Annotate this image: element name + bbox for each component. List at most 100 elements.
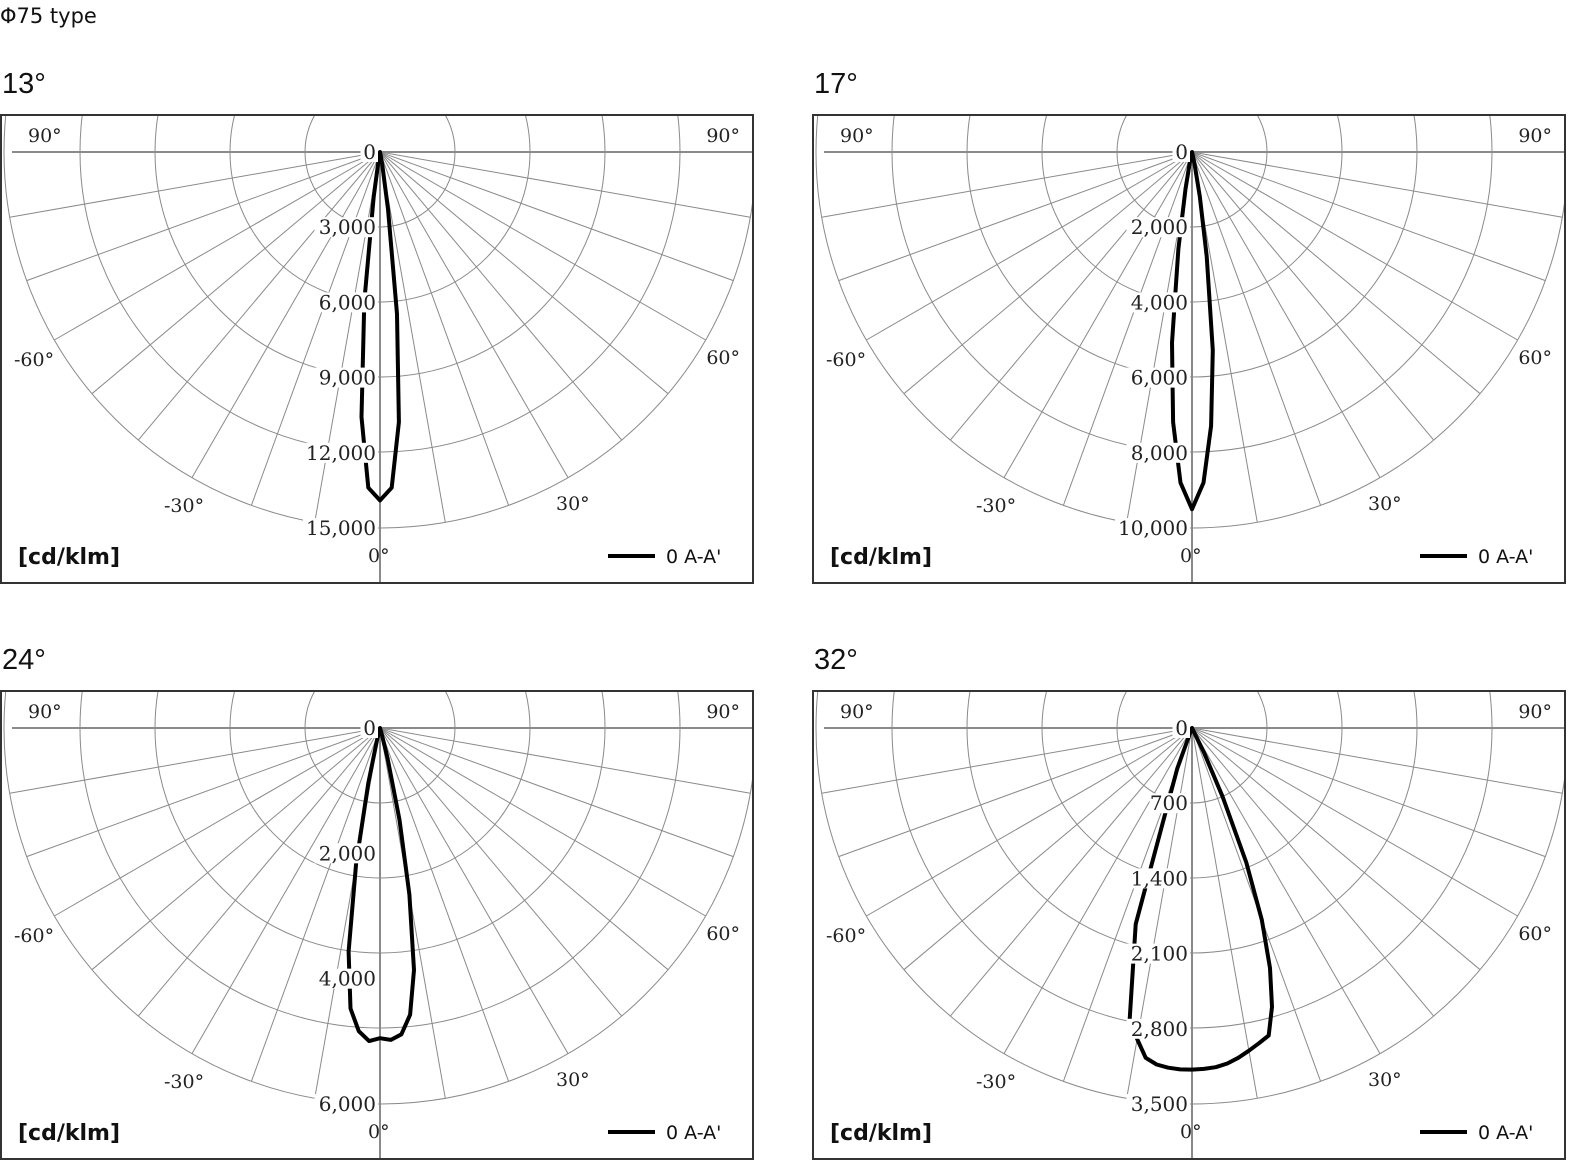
grid-ray bbox=[379, 151, 751, 218]
grid-ray bbox=[1191, 151, 1435, 441]
tick-label-bg bbox=[1126, 943, 1190, 964]
grid-ray bbox=[379, 727, 751, 794]
grid-ray bbox=[137, 727, 381, 1017]
grid-ray bbox=[1191, 151, 1563, 218]
radial-tick-label: 3,000 bbox=[319, 215, 376, 239]
angle-label: 60° bbox=[1518, 347, 1552, 369]
grid-ray bbox=[9, 727, 381, 794]
tick-label-bg bbox=[1115, 518, 1190, 538]
tick-label-bg bbox=[314, 1094, 378, 1114]
legend-label: 0 A-A' bbox=[1478, 1122, 1533, 1144]
polar-grid: 0 2,000 4,000 6,000 8,000 10,000 bbox=[815, 115, 1565, 583]
radial-tick-label: 2,100 bbox=[1131, 942, 1188, 966]
angle-label: 0° bbox=[368, 1121, 390, 1143]
grid-ray bbox=[821, 151, 1193, 218]
radial-tick-label: 1,400 bbox=[1131, 866, 1188, 890]
grid-ray bbox=[54, 151, 381, 341]
grid-ray bbox=[1191, 727, 1381, 1054]
radial-tick-label: 6,000 bbox=[319, 1092, 376, 1116]
polar-plot: 0 700 1,400 2,100 2,800 3,500 90° 90° -60° 60° -30… bbox=[812, 690, 1566, 1160]
angle-label: 30° bbox=[1368, 493, 1402, 515]
polar-grid: 0 700 1,400 2,100 2,800 3,500 bbox=[815, 691, 1565, 1159]
grid-ray bbox=[379, 727, 669, 971]
grid-ray bbox=[26, 727, 381, 858]
beam-angle-title: 32° bbox=[814, 644, 858, 676]
angle-label: -30° bbox=[976, 1071, 1016, 1093]
grid-ray bbox=[1191, 151, 1546, 282]
grid-ray bbox=[379, 727, 569, 1054]
grid-ray bbox=[1003, 151, 1193, 478]
grid-ray bbox=[838, 727, 1193, 858]
radial-tick-label: 0 bbox=[1175, 716, 1188, 740]
grid-ray bbox=[91, 727, 381, 971]
beam-angle-title: 24° bbox=[2, 644, 46, 676]
polar-grid: 0 3,000 6,000 9,000 12,000 15,000 bbox=[3, 115, 753, 583]
grid-ray bbox=[314, 151, 381, 523]
grid-ray bbox=[137, 151, 381, 441]
grid-ray bbox=[250, 727, 381, 1082]
polar-plot: 0 2,000 4,000 6,000 8,000 10,000 90° 90° -60° 60°… bbox=[812, 114, 1566, 584]
grid-ray bbox=[1003, 727, 1193, 1054]
angle-label: 60° bbox=[1518, 923, 1552, 945]
angle-label: 30° bbox=[1368, 1069, 1402, 1091]
unit-label: [cd/klm] bbox=[18, 545, 120, 570]
grid-ray bbox=[1191, 727, 1481, 971]
radial-tick-label: 4,000 bbox=[1131, 290, 1188, 314]
tick-label-bg bbox=[360, 718, 378, 738]
angle-label: 60° bbox=[706, 347, 740, 369]
polar-chart-panel: 13° 0 3,000 6,000 9,000 12,000 15,000 90° 90° -60… bbox=[0, 68, 756, 588]
radial-tick-label: 4,000 bbox=[319, 967, 376, 991]
grid-ray bbox=[379, 727, 510, 1082]
tick-label-bg bbox=[1149, 793, 1190, 814]
tick-label-bg bbox=[1126, 367, 1190, 388]
radial-tick-label: 15,000 bbox=[306, 516, 376, 540]
page-title: Φ75 type bbox=[0, 4, 97, 28]
grid-ray bbox=[1191, 151, 1481, 395]
grid-ray bbox=[949, 151, 1193, 441]
grid-ray bbox=[379, 727, 623, 1017]
radial-tick-label: 0 bbox=[363, 140, 376, 164]
legend-label: 0 A-A' bbox=[666, 1122, 721, 1144]
radial-tick-label: 3,500 bbox=[1131, 1092, 1188, 1116]
grid-ray bbox=[903, 727, 1193, 971]
polar-chart-panel: 17° 0 2,000 4,000 6,000 8,000 10,000 90° 90° -60°… bbox=[812, 68, 1568, 588]
radial-tick-label: 700 bbox=[1150, 791, 1188, 815]
beam-angle-title: 17° bbox=[814, 68, 858, 100]
tick-label-bg bbox=[314, 217, 378, 238]
grid-ray bbox=[1191, 727, 1435, 1017]
angle-label: 90° bbox=[28, 701, 62, 723]
grid-ray bbox=[191, 727, 381, 1054]
tick-label-bg bbox=[360, 142, 378, 162]
grid-ray bbox=[379, 727, 446, 1099]
grid-ray bbox=[1191, 727, 1546, 858]
angle-label: -30° bbox=[164, 495, 204, 517]
polar-grid: 0 2,000 4,000 6,000 bbox=[3, 691, 753, 1159]
angle-label: 90° bbox=[1518, 125, 1552, 147]
radial-tick-label: 8,000 bbox=[1131, 441, 1188, 465]
polar-plot: 0 3,000 6,000 9,000 12,000 15,000 90° 90° -60° 60… bbox=[0, 114, 754, 584]
angle-label: 90° bbox=[1518, 701, 1552, 723]
grid-ray bbox=[26, 151, 381, 282]
grid-ray bbox=[1191, 727, 1258, 1099]
angle-label: 0° bbox=[368, 545, 390, 567]
angle-label: 90° bbox=[840, 125, 874, 147]
tick-label-bg bbox=[1126, 1094, 1190, 1114]
polar-plot: 0 2,000 4,000 6,000 90° 90° -60° 60° -30° 30° 0° [c… bbox=[0, 690, 754, 1160]
grid-ray bbox=[379, 151, 623, 441]
grid-ray bbox=[191, 151, 381, 478]
radial-tick-label: 9,000 bbox=[319, 366, 376, 390]
tick-label-bg bbox=[1126, 442, 1190, 463]
grid-ray bbox=[91, 151, 381, 395]
tick-label-bg bbox=[314, 843, 378, 864]
radial-tick-label: 6,000 bbox=[1131, 366, 1188, 390]
tick-label-bg bbox=[1126, 292, 1190, 313]
radial-tick-label: 0 bbox=[363, 716, 376, 740]
chart-frame bbox=[0, 690, 754, 1160]
tick-label-bg bbox=[303, 518, 378, 538]
angle-label: 30° bbox=[556, 493, 590, 515]
legend-label: 0 A-A' bbox=[1478, 546, 1533, 568]
intensity-curve bbox=[346, 726, 416, 1044]
tick-label-bg bbox=[1126, 1018, 1190, 1039]
angle-label: -60° bbox=[14, 349, 54, 371]
grid-ray bbox=[1191, 727, 1563, 794]
